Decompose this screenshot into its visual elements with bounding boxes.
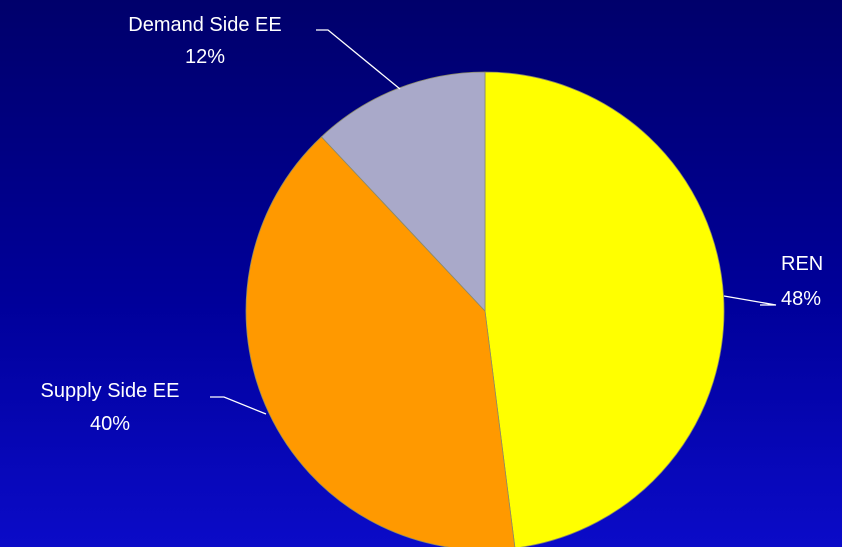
slice-label-ren: REN: [781, 253, 823, 275]
pie-slices: [245, 71, 725, 547]
slice-value-demand-side-ee: 12%: [185, 46, 225, 68]
leader-line-ren: [723, 295, 777, 306]
pie-slice-ren: [484, 71, 725, 547]
pie-slice-demand-side-ee: [320, 71, 486, 313]
pie-slice-supply-side-ee: [245, 136, 516, 547]
leader-line-supply-side-ee: [210, 396, 267, 415]
slice-label-supply-side-ee: Supply Side EE: [41, 380, 180, 402]
slice-value-supply-side-ee: 40%: [90, 413, 130, 435]
slice-value-ren: 48%: [781, 288, 821, 310]
leader-line-demand-side-ee: [316, 29, 401, 90]
slice-label-demand-side-ee: Demand Side EE: [128, 14, 281, 36]
